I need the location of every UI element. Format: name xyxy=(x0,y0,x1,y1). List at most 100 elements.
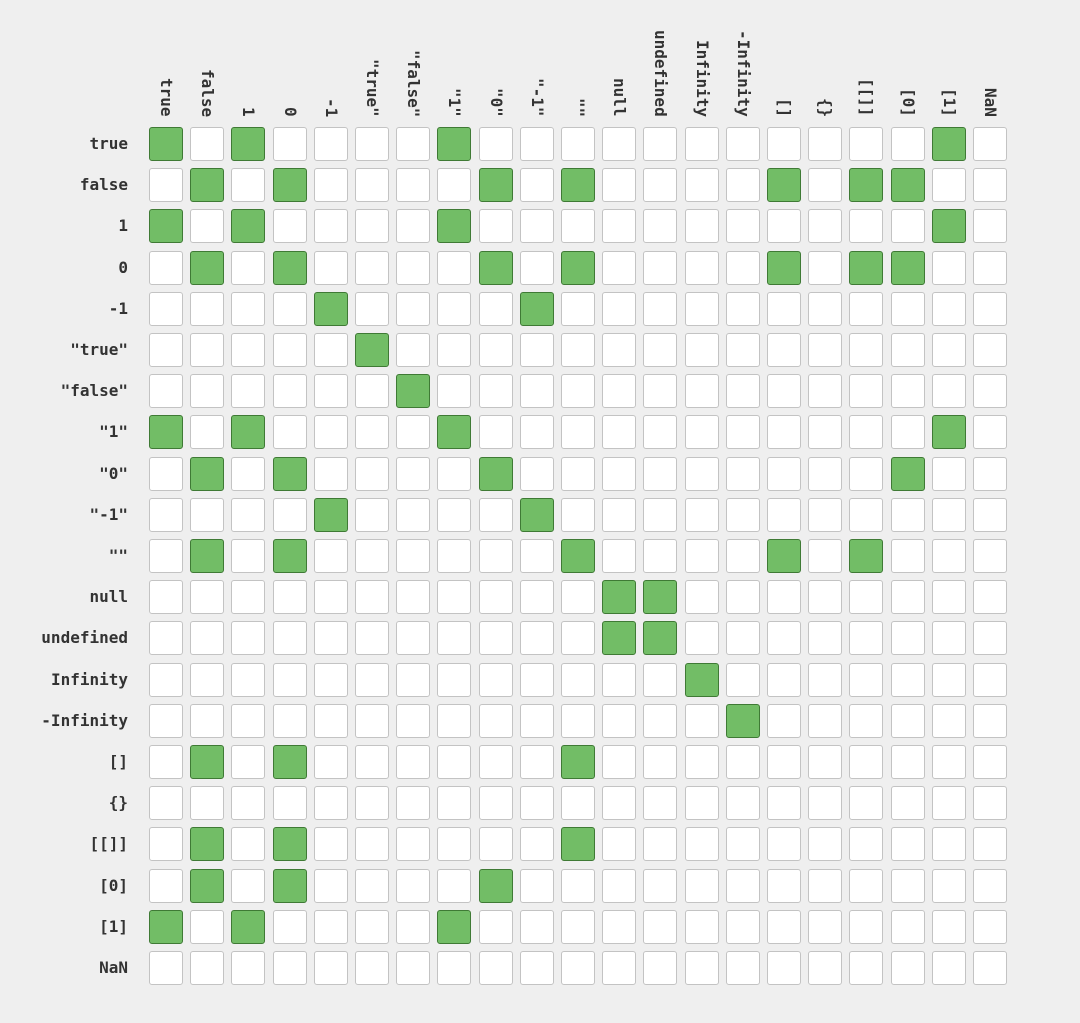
cell-not-equal xyxy=(190,662,225,697)
cell-not-equal xyxy=(231,827,266,862)
cell-not-equal xyxy=(561,951,595,985)
cell-not-equal xyxy=(808,456,843,491)
cell-not-equal xyxy=(396,868,431,903)
cell-not-equal xyxy=(684,291,719,326)
cell-not-equal xyxy=(808,621,843,656)
cell-not-equal xyxy=(890,497,925,532)
cell-equal xyxy=(190,827,225,862)
cell-not-equal xyxy=(725,786,760,821)
cell-not-equal xyxy=(602,374,637,409)
cell-not-equal xyxy=(767,209,801,244)
cell-not-equal xyxy=(643,374,678,409)
cell-not-equal xyxy=(478,827,513,862)
cell-not-equal xyxy=(231,745,266,779)
cell-not-equal xyxy=(973,786,1007,821)
cell-not-equal xyxy=(396,662,431,697)
cell-not-equal xyxy=(890,127,925,161)
cell-not-equal xyxy=(437,868,472,903)
cell-not-equal xyxy=(355,168,389,203)
cell-not-equal xyxy=(272,786,307,821)
cell-not-equal xyxy=(396,539,431,573)
cell-not-equal xyxy=(973,333,1007,367)
col-label: "" xyxy=(569,98,588,118)
cell-not-equal xyxy=(890,662,925,697)
cell-not-equal xyxy=(396,168,431,203)
cell-not-equal xyxy=(725,374,760,409)
cell-not-equal xyxy=(767,951,801,985)
cell-equal xyxy=(767,539,801,573)
cell-not-equal xyxy=(725,580,760,615)
cell-not-equal xyxy=(478,703,513,738)
cell-not-equal xyxy=(396,909,431,944)
col-label: "1" xyxy=(445,88,465,117)
cell-not-equal xyxy=(643,868,678,903)
cell-not-equal xyxy=(684,703,719,738)
cell-not-equal xyxy=(931,827,966,862)
cell-not-equal xyxy=(231,497,266,532)
cell-not-equal xyxy=(725,250,760,285)
cell-not-equal xyxy=(478,786,513,821)
cell-not-equal xyxy=(231,868,266,903)
cell-not-equal xyxy=(931,250,966,285)
cell-not-equal xyxy=(849,456,884,491)
cell-not-equal xyxy=(808,250,843,285)
cell-not-equal xyxy=(725,168,760,203)
cell-not-equal xyxy=(437,456,472,491)
cell-not-equal xyxy=(561,374,595,409)
cell-not-equal xyxy=(890,827,925,862)
cell-not-equal xyxy=(561,497,595,532)
cell-not-equal xyxy=(602,291,637,326)
cell-equal xyxy=(890,456,925,491)
cell-not-equal xyxy=(684,868,719,903)
cell-not-equal xyxy=(808,333,843,367)
cell-not-equal xyxy=(931,333,966,367)
cell-not-equal xyxy=(684,621,719,656)
cell-not-equal xyxy=(149,250,183,285)
cell-not-equal xyxy=(643,703,678,738)
cell-not-equal xyxy=(561,127,595,161)
cell-not-equal xyxy=(849,951,884,985)
cell-equal xyxy=(478,168,513,203)
cell-not-equal xyxy=(973,909,1007,944)
cell-not-equal xyxy=(355,909,389,944)
cell-not-equal xyxy=(437,250,472,285)
cell-equal xyxy=(561,745,595,779)
cell-not-equal xyxy=(478,127,513,161)
cell-not-equal xyxy=(190,621,225,656)
cell-not-equal xyxy=(973,415,1007,450)
cell-not-equal xyxy=(437,745,472,779)
cell-not-equal xyxy=(272,127,307,161)
cell-not-equal xyxy=(437,168,472,203)
cell-not-equal xyxy=(149,168,183,203)
cell-equal xyxy=(931,209,966,244)
cell-not-equal xyxy=(478,209,513,244)
cell-not-equal xyxy=(313,374,348,409)
cell-not-equal xyxy=(437,333,472,367)
cell-not-equal xyxy=(808,415,843,450)
cell-not-equal xyxy=(190,209,225,244)
cell-not-equal xyxy=(478,662,513,697)
cell-not-equal xyxy=(725,662,760,697)
cell-not-equal xyxy=(931,951,966,985)
cell-not-equal xyxy=(519,868,554,903)
cell-not-equal xyxy=(725,868,760,903)
cell-not-equal xyxy=(973,580,1007,615)
cell-not-equal xyxy=(355,497,389,532)
cell-not-equal xyxy=(767,456,801,491)
cell-not-equal xyxy=(478,909,513,944)
cell-not-equal xyxy=(890,539,925,573)
col-label: [[]] xyxy=(857,78,877,117)
cell-not-equal xyxy=(890,909,925,944)
cell-not-equal xyxy=(519,662,554,697)
cell-not-equal xyxy=(272,909,307,944)
cell-not-equal xyxy=(808,909,843,944)
cell-not-equal xyxy=(355,456,389,491)
cell-not-equal xyxy=(519,909,554,944)
cell-equal xyxy=(272,539,307,573)
cell-not-equal xyxy=(808,291,843,326)
row-label: [1] xyxy=(99,916,128,936)
cell-not-equal xyxy=(519,621,554,656)
cell-not-equal xyxy=(231,662,266,697)
cell-not-equal xyxy=(313,827,348,862)
